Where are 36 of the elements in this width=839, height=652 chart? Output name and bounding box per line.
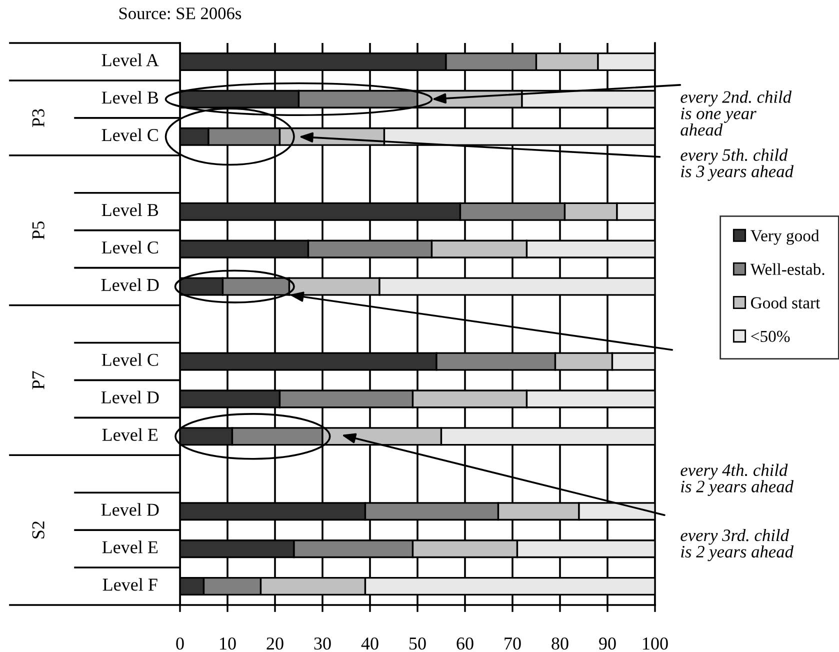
text: every 4th. child is 2 years ahead bbox=[680, 464, 794, 496]
x-tick-label: 70 bbox=[504, 637, 521, 650]
x-tick-label: 60 bbox=[456, 637, 474, 650]
x-tick-label: 90 bbox=[599, 637, 616, 650]
text: every 3rd. child is 2 years ahead bbox=[680, 528, 794, 562]
legend-label: Good start bbox=[751, 296, 820, 308]
y-tick-label: Level D bbox=[101, 503, 159, 516]
legend-label: <50% bbox=[751, 330, 790, 342]
source-note: Source: SE 2006s bbox=[119, 8, 242, 20]
text: every 5th. child is 3 years ahead bbox=[680, 148, 794, 181]
x-tick-label: 40 bbox=[361, 637, 378, 650]
y-tick-label: Level B bbox=[102, 203, 158, 216]
text: S2 bbox=[32, 522, 44, 538]
y-tick-label: Level D bbox=[101, 278, 159, 292]
x-tick-label: 10 bbox=[220, 637, 236, 650]
y-tick-label: Level E bbox=[102, 540, 158, 554]
text: every 2nd. child is one year ahead bbox=[680, 90, 792, 136]
text: P7 bbox=[32, 371, 44, 390]
y-tick-label: Level C bbox=[102, 353, 158, 366]
text: P3 bbox=[32, 109, 44, 127]
x-tick-label: 100 bbox=[643, 637, 668, 650]
x-tick-label: 20 bbox=[266, 637, 284, 650]
legend-label: Well-estab. bbox=[750, 263, 824, 276]
y-tick-label: Level B bbox=[102, 91, 158, 104]
y-tick-label: Level A bbox=[102, 54, 159, 66]
y-tick-label: Level F bbox=[102, 578, 158, 591]
x-tick-label: 50 bbox=[410, 637, 426, 650]
y-tick-label: Level C bbox=[102, 240, 158, 254]
y-tick-label: Level E bbox=[102, 428, 158, 441]
y-tick-label: Level D bbox=[101, 390, 159, 404]
x-tick-label: 80 bbox=[552, 637, 568, 650]
text: P5 bbox=[32, 222, 44, 240]
x-tick-label: 0 bbox=[176, 637, 184, 650]
legend-label: Very good bbox=[750, 230, 820, 245]
y-tick-label: Level C bbox=[102, 128, 158, 142]
x-tick-label: 30 bbox=[314, 637, 331, 650]
